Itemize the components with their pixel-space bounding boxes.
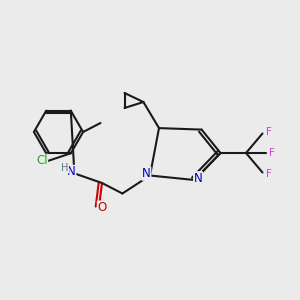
Text: N: N — [194, 172, 202, 185]
Text: N: N — [142, 167, 151, 180]
Text: O: O — [98, 201, 106, 214]
Text: H: H — [61, 163, 68, 173]
Text: N: N — [67, 165, 76, 178]
Text: F: F — [266, 127, 272, 137]
Text: F: F — [268, 148, 274, 158]
Text: Cl: Cl — [36, 154, 47, 167]
Text: F: F — [266, 169, 272, 179]
